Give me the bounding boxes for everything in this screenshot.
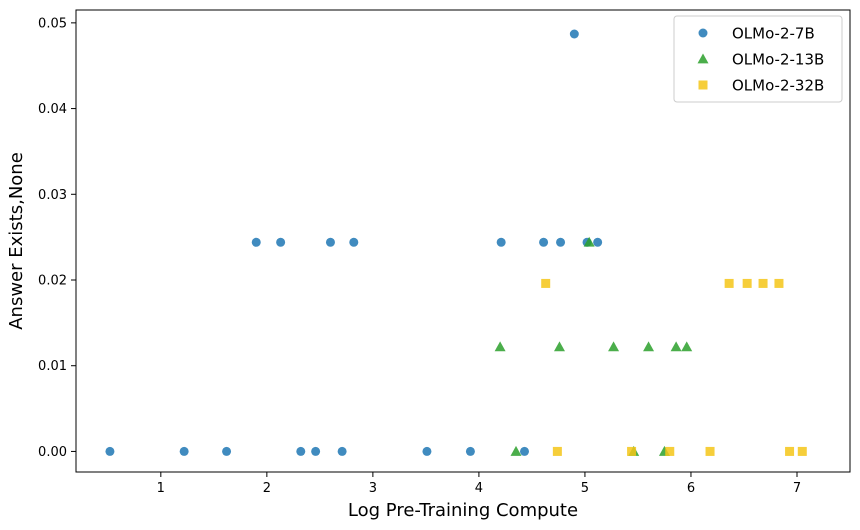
data-point <box>556 237 566 247</box>
data-point <box>583 236 595 247</box>
data-point <box>105 446 115 456</box>
data-point <box>541 278 551 288</box>
data-point <box>276 237 286 247</box>
data-point <box>569 29 579 39</box>
data-point <box>553 341 565 352</box>
y-tick-label: 0.02 <box>38 274 67 289</box>
x-axis-title: Log Pre-Training Compute <box>348 500 578 521</box>
y-axis-title: Answer Exists,None <box>6 152 27 330</box>
y-tick-label: 0.04 <box>38 102 67 117</box>
data-point <box>539 237 549 247</box>
y-tick-label: 0.00 <box>38 445 67 460</box>
data-point <box>742 278 752 288</box>
y-tick-label: 0.01 <box>38 359 67 374</box>
legend-label: OLMo-2-32B <box>732 77 824 95</box>
data-point <box>681 341 693 352</box>
x-tick-label: 3 <box>369 481 377 496</box>
x-tick-label: 5 <box>581 481 589 496</box>
series-olmo-2-7b <box>105 29 603 456</box>
legend-marker-square <box>698 80 708 90</box>
data-point <box>552 446 562 456</box>
legend-label: OLMo-2-13B <box>732 51 824 69</box>
legend-frame <box>673 15 843 103</box>
data-point <box>627 446 637 456</box>
data-point <box>349 237 359 247</box>
legend-marker-triangle <box>697 53 709 64</box>
series-olmo-2-32b <box>541 278 807 456</box>
data-point <box>179 446 189 456</box>
data-point <box>519 446 529 456</box>
data-point <box>496 237 506 247</box>
x-tick-label: 4 <box>475 481 483 496</box>
legend: OLMo-2-7B OLMo-2-13B OLMo-2-32B <box>673 15 843 103</box>
data-point <box>724 278 734 288</box>
data-point <box>785 446 795 456</box>
data-point <box>422 446 432 456</box>
data-point <box>296 446 306 456</box>
series-olmo-2-13b <box>494 236 693 456</box>
data-point <box>510 445 522 456</box>
data-point <box>311 446 321 456</box>
y-tick-label: 0.05 <box>38 16 67 31</box>
data-point <box>758 278 768 288</box>
legend-marker-circle <box>698 28 708 38</box>
data-point <box>797 446 807 456</box>
x-tick-label: 6 <box>687 481 695 496</box>
y-axis: 0.00 0.01 0.02 0.03 0.04 0.05 <box>38 16 76 460</box>
data-point <box>774 278 784 288</box>
x-axis: 1 2 3 4 5 6 7 <box>157 472 801 496</box>
x-tick-label: 1 <box>157 481 165 496</box>
legend-label: OLMo-2-7B <box>732 25 815 43</box>
plot-frame <box>75 9 851 473</box>
data-point <box>465 446 475 456</box>
data-point <box>608 341 620 352</box>
data-point <box>643 341 655 352</box>
data-point <box>337 446 347 456</box>
x-tick-label: 2 <box>263 481 271 496</box>
data-point <box>222 446 232 456</box>
plot-area <box>105 29 807 456</box>
x-tick-label: 7 <box>793 481 801 496</box>
data-point <box>705 446 715 456</box>
data-point <box>665 446 675 456</box>
data-point <box>670 341 682 352</box>
data-point <box>494 341 506 352</box>
data-point <box>593 237 603 247</box>
data-point <box>325 237 335 247</box>
y-tick-label: 0.03 <box>38 188 67 203</box>
data-point <box>251 237 261 247</box>
